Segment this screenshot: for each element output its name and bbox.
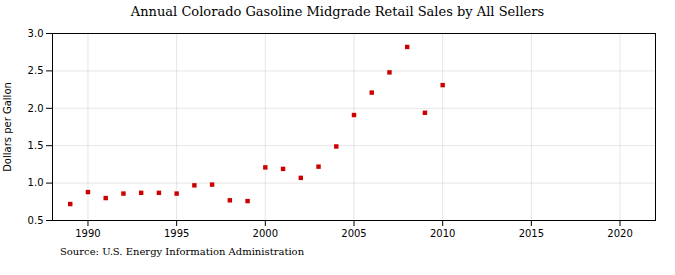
- svg-text:1.0: 1.0: [28, 177, 44, 188]
- svg-text:1990: 1990: [75, 228, 100, 239]
- html-text:Annual Colorado Gasoline Midgr: Annual Colorado Gasoline Midgrade Retail…: [130, 4, 545, 19]
- svg-text:0.5: 0.5: [28, 215, 44, 226]
- svg-text:2.5: 2.5: [28, 65, 44, 76]
- svg-text:2005: 2005: [341, 228, 366, 239]
- svg-text:2010: 2010: [430, 228, 455, 239]
- html-text:Source: U.S. Energy Informatio: Source: U.S. Energy Information Administ…: [60, 246, 305, 257]
- svg-text:2000: 2000: [253, 228, 278, 239]
- svg-text:1995: 1995: [164, 228, 189, 239]
- svg-text:2015: 2015: [519, 228, 544, 239]
- svg-text:3.0: 3.0: [28, 28, 44, 39]
- svg-text:2020: 2020: [607, 228, 632, 239]
- svg-text:Dollars per Gallon: Dollars per Gallon: [2, 82, 13, 172]
- svg-text:1.5: 1.5: [28, 140, 44, 151]
- svg-text:2.0: 2.0: [28, 103, 44, 114]
